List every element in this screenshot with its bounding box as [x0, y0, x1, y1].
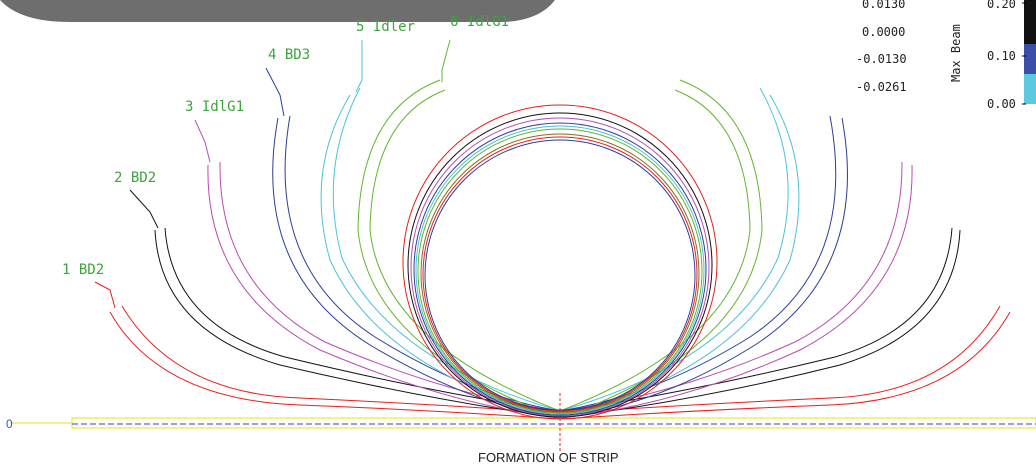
station-4-label: 4 BD3: [268, 47, 310, 63]
station-1-label: 1 BD2: [62, 262, 104, 278]
leader-lines: [94, 39, 451, 309]
station-5-label: 5 Idler: [356, 19, 415, 35]
station-3-profile: [207, 161, 913, 419]
station-3-label: 3 IdlG1: [185, 99, 244, 115]
station-4-profile: [272, 115, 848, 419]
station-2-label: 2 BD2: [114, 170, 156, 186]
station-6-profile: [357, 79, 763, 419]
scale-tick-3: 0.00: [987, 97, 1016, 111]
tube-circles: [402, 104, 718, 420]
legend-axis-title: Max Beam: [949, 24, 963, 82]
scale-tick-1: 0.20: [987, 0, 1016, 11]
legend-value-3: -0.0130: [856, 52, 907, 66]
origin-label: 0: [6, 417, 13, 431]
legend-value-4: -0.0261: [856, 80, 907, 94]
scale-tick-2: 0.10: [987, 49, 1016, 63]
drawing-caption: FORMATION OF STRIP: [478, 450, 619, 465]
station-1-profile: [109, 305, 1011, 420]
legend-value-2: 0.0000: [862, 25, 905, 39]
station-2-profile: [154, 227, 961, 419]
legend-value-1: 0.0130: [862, 0, 905, 11]
color-scale-bar: [1022, 0, 1036, 105]
header-bar: [0, 0, 555, 22]
station-6-label: 6 IdlG1: [450, 14, 509, 30]
flat-strip: [71, 417, 1036, 429]
